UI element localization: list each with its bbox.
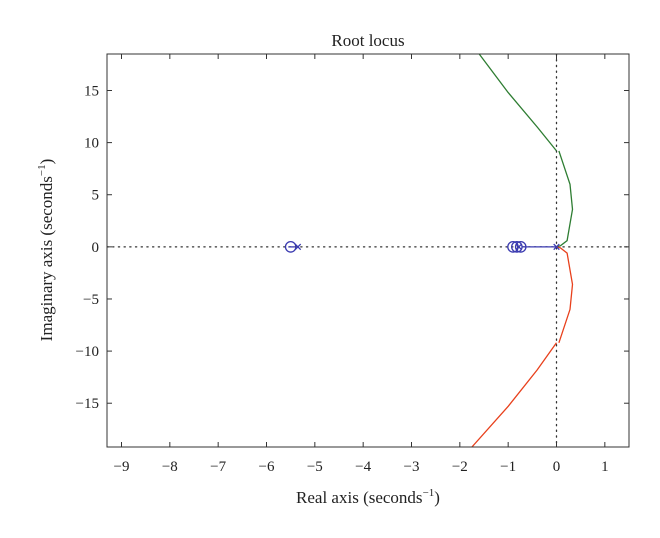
plot-area: [107, 54, 629, 447]
zero-marker-2: [511, 241, 523, 253]
chart-title: Root locus: [331, 31, 404, 50]
x-tick-label: −8: [162, 459, 178, 475]
pole-marker-0: [553, 243, 560, 251]
y-tick-label: −10: [76, 344, 99, 360]
x-tick-label: −3: [404, 459, 420, 475]
y-axis-label: Imaginary axis (seconds−1): [36, 159, 56, 342]
zero-marker-3: [514, 241, 527, 253]
x-tick-label: −1: [500, 459, 516, 475]
x-tick-label: −2: [452, 459, 468, 475]
x-tick-label: −7: [210, 459, 226, 475]
locus-branch-3: [471, 342, 558, 447]
pole-marker-2: [515, 243, 523, 251]
x-tick-label: 0: [553, 459, 561, 475]
y-tick-label: 0: [92, 240, 100, 256]
x-axis-ticks: −9 −8 −7 −6 −5 −4 −3 −2 −1 0 1: [114, 54, 609, 475]
y-axis-ticks: −15 −10 −5 0 5 10 15: [76, 83, 629, 412]
x-tick-label: −5: [307, 459, 323, 475]
plot-frame: [106, 53, 630, 448]
zero-marker-0: [284, 241, 297, 253]
y-tick-label: −15: [76, 396, 99, 412]
x-tick-label: 1: [601, 459, 609, 475]
y-tick-label: 10: [84, 136, 99, 152]
locus-branch-2: [556, 246, 574, 344]
x-tick-label: −9: [114, 459, 130, 475]
locus-branch-1: [478, 54, 558, 152]
x-tick-label: −6: [259, 459, 275, 475]
x-tick-label: −4: [355, 459, 371, 475]
y-tick-label: −5: [83, 292, 99, 308]
y-tick-label: 5: [92, 188, 100, 204]
locus-branch-0: [556, 150, 574, 248]
x-axis-label: Real axis (seconds−1): [296, 487, 440, 507]
pole-marker-1: [294, 243, 302, 251]
y-tick-label: 15: [84, 83, 99, 99]
